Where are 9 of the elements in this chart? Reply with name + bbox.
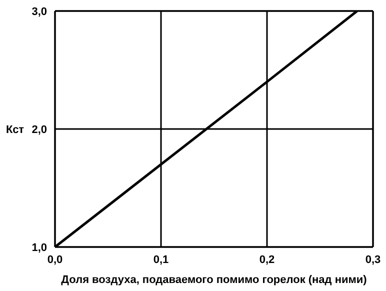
y-axis-title: Кст: [6, 124, 25, 136]
y-tick-label: 2,0: [32, 124, 47, 136]
x-axis-title: Доля воздуха, подаваемого помимо горелок (над ними): [61, 274, 368, 286]
x-tick-label: 0,1: [153, 254, 169, 266]
y-tick-label: 3,0: [32, 6, 47, 18]
x-tick-label: 0,2: [259, 254, 275, 266]
y-tick-label: 1,0: [32, 242, 47, 254]
x-tick-label: 0,3: [365, 254, 381, 266]
x-tick-label: 0,0: [47, 254, 63, 266]
